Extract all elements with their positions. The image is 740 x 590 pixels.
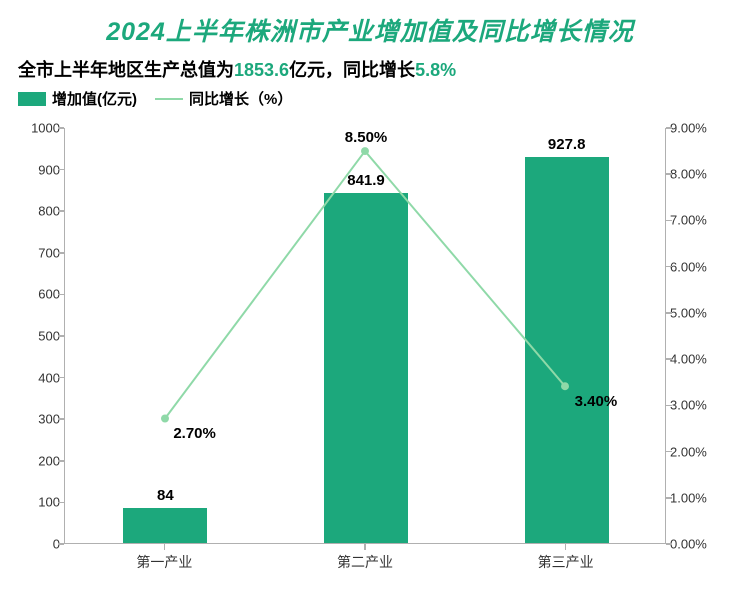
y-right-tick-label: 7.00% — [670, 213, 722, 228]
bar-value-label: 84 — [157, 487, 174, 504]
y-left-tick-label: 600 — [18, 287, 60, 302]
legend-line-label: 同比增长（%） — [189, 88, 292, 109]
legend-bar-label: 增加值(亿元) — [52, 88, 137, 109]
subtitle-prefix: 全市上半年地区生产总值为 — [18, 60, 234, 80]
y-left-tickmark — [58, 294, 64, 296]
y-right-tickmark — [666, 220, 672, 222]
bar — [324, 193, 408, 543]
plot-area: 84 841.9 927.8 2.70% 8.50% 3.40% — [64, 128, 666, 544]
y-left-tickmark — [58, 460, 64, 462]
y-right-tick-label: 3.00% — [670, 398, 722, 413]
subtitle-value: 1853.6 — [234, 60, 289, 80]
bar — [525, 157, 609, 543]
y-right-tickmark — [666, 543, 672, 545]
y-right-tickmark — [666, 266, 672, 268]
y-left-tick-label: 1000 — [18, 121, 60, 136]
y-right-tick-label: 6.00% — [670, 259, 722, 274]
x-category-label: 第一产业 — [136, 552, 192, 572]
chart-subtitle: 全市上半年地区生产总值为1853.6亿元，同比增长5.8% — [0, 48, 740, 82]
y-right-tick-label: 0.00% — [670, 537, 722, 552]
y-right-tickmark — [666, 497, 672, 499]
y-right-tickmark — [666, 358, 672, 360]
y-left-tickmark — [58, 210, 64, 212]
legend: 增加值(亿元) 同比增长（%） — [0, 82, 740, 109]
subtitle-growth: 5.8% — [415, 60, 456, 80]
line-value-label: 2.70% — [173, 425, 216, 442]
y-right-tick-label: 5.00% — [670, 305, 722, 320]
bar-value-label: 841.9 — [347, 172, 385, 189]
bar-value-label: 927.8 — [548, 136, 586, 153]
y-right-tick-label: 9.00% — [670, 121, 722, 136]
line-value-label: 3.40% — [575, 393, 618, 410]
y-right-tickmark — [666, 405, 672, 407]
y-left-tick-label: 300 — [18, 412, 60, 427]
y-right-tick-label: 1.00% — [670, 490, 722, 505]
y-left-tickmark — [58, 335, 64, 337]
line-value-label: 8.50% — [345, 129, 388, 146]
legend-line-swatch — [155, 98, 183, 100]
y-left-tickmark — [58, 502, 64, 504]
x-tickmark — [565, 544, 567, 550]
y-right-tick-label: 4.00% — [670, 352, 722, 367]
y-left-tickmark — [58, 127, 64, 129]
y-left-tick-label: 500 — [18, 329, 60, 344]
y-left-tick-label: 900 — [18, 162, 60, 177]
y-left-tick-label: 100 — [18, 495, 60, 510]
legend-bar-swatch — [18, 92, 46, 106]
y-left-tick-label: 0 — [18, 537, 60, 552]
y-right-tick-label: 8.00% — [670, 167, 722, 182]
y-left-tickmark — [58, 252, 64, 254]
chart-title: 2024上半年株洲市产业增加值及同比增长情况 — [0, 0, 740, 48]
chart-area: 84 841.9 927.8 2.70% 8.50% 3.40% 0 100 200 300 40… — [18, 128, 722, 572]
y-left-tickmark — [58, 418, 64, 420]
y-right-tickmark — [666, 127, 672, 129]
y-right-tickmark — [666, 451, 672, 453]
y-left-tick-label: 400 — [18, 370, 60, 385]
y-left-tick-label: 200 — [18, 453, 60, 468]
y-right-tickmark — [666, 173, 672, 175]
y-right-tickmark — [666, 312, 672, 314]
legend-bar: 增加值(亿元) — [18, 88, 137, 109]
y-left-tickmark — [58, 543, 64, 545]
y-left-tickmark — [58, 169, 64, 171]
y-left-tick-label: 800 — [18, 204, 60, 219]
x-tickmark — [164, 544, 166, 550]
x-category-label: 第三产业 — [538, 552, 594, 572]
y-left-tick-label: 700 — [18, 245, 60, 260]
legend-line: 同比增长（%） — [155, 88, 292, 109]
x-category-label: 第二产业 — [337, 552, 393, 572]
x-tickmark — [364, 544, 366, 550]
bar — [123, 508, 207, 543]
subtitle-mid: 亿元，同比增长 — [289, 60, 415, 80]
y-right-tick-label: 2.00% — [670, 444, 722, 459]
y-left-tickmark — [58, 377, 64, 379]
